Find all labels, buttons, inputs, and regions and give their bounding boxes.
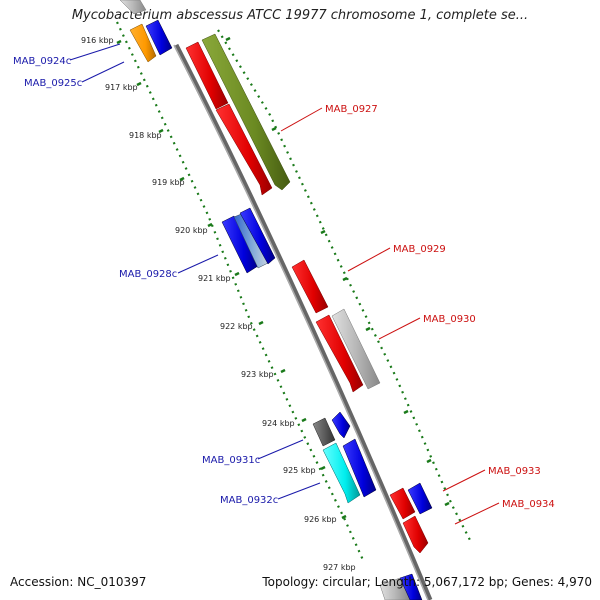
gene-blue-small[interactable] [331, 411, 351, 439]
gene-top-grey[interactable] [119, 0, 147, 15]
gene-bottom-blue[interactable] [399, 573, 423, 600]
tick-label: 924 kbp [262, 419, 295, 428]
gene-label-right[interactable]: MAB_0934 [502, 499, 555, 510]
gene-mab0930-grey[interactable] [331, 308, 381, 390]
gene-label-right[interactable]: MAB_0933 [488, 466, 541, 477]
gene-label-left[interactable]: MAB_0924c [13, 56, 71, 67]
chromosome-backbone [173, 43, 433, 600]
gene-mab0929[interactable] [291, 259, 329, 314]
gene-label-right[interactable]: MAB_0927 [325, 104, 378, 115]
accession-text: Accession: NC_010397 [10, 575, 147, 589]
gene-mab0933[interactable] [389, 487, 416, 520]
gene-mab0927-red-b[interactable] [215, 103, 273, 196]
gene-label-left[interactable]: MAB_0932c [220, 495, 278, 506]
tick-label: 927 kbp [323, 563, 356, 572]
right-leaders [280, 107, 500, 525]
topology-summary: Topology: circular; Length: 5,067,172 bp… [262, 575, 592, 589]
gene-mab0932c[interactable] [322, 442, 361, 504]
left-leaders [69, 43, 321, 500]
gene-mab0930-red[interactable] [315, 314, 364, 393]
gene-label-left[interactable]: MAB_0928c [119, 269, 177, 280]
gene-mab0927-olive[interactable] [201, 33, 291, 191]
tick-label: 917 kbp [105, 83, 138, 92]
tick-label: 920 kbp [175, 226, 208, 235]
tick-label: 918 kbp [129, 131, 162, 140]
gene-mab0931c[interactable] [342, 438, 377, 498]
gene-mab0934[interactable] [402, 515, 429, 554]
gene-label-left[interactable]: MAB_0925c [24, 78, 82, 89]
gene-mab0933-blue[interactable] [407, 482, 433, 515]
tick-label: 919 kbp [152, 178, 185, 187]
tick-label: 921 kbp [198, 274, 231, 283]
tick-label: 926 kbp [304, 515, 337, 524]
gene-dark-small[interactable] [312, 417, 336, 447]
map-title: Mycobacterium abscessus ATCC 19977 chrom… [71, 8, 529, 23]
chromosome-backbone-highlight [173, 44, 429, 600]
tick-label: 925 kbp [283, 466, 316, 475]
tick-label: 922 kbp [220, 322, 253, 331]
tick-label: 923 kbp [241, 370, 274, 379]
gene-mab0927-red-a[interactable] [185, 41, 229, 110]
tick-label: 916 kbp [81, 36, 114, 45]
major-ticks [116, 36, 450, 520]
gene-label-right[interactable]: MAB_0930 [423, 314, 476, 325]
gene-mab0924c[interactable] [145, 19, 173, 56]
gene-label-left[interactable]: MAB_0931c [202, 455, 260, 466]
outer-tick-track [217, 29, 471, 541]
gene-mab0925c[interactable] [129, 23, 157, 63]
gene-blue-upper[interactable] [239, 207, 276, 265]
gene-label-right[interactable]: MAB_0929 [393, 244, 446, 255]
